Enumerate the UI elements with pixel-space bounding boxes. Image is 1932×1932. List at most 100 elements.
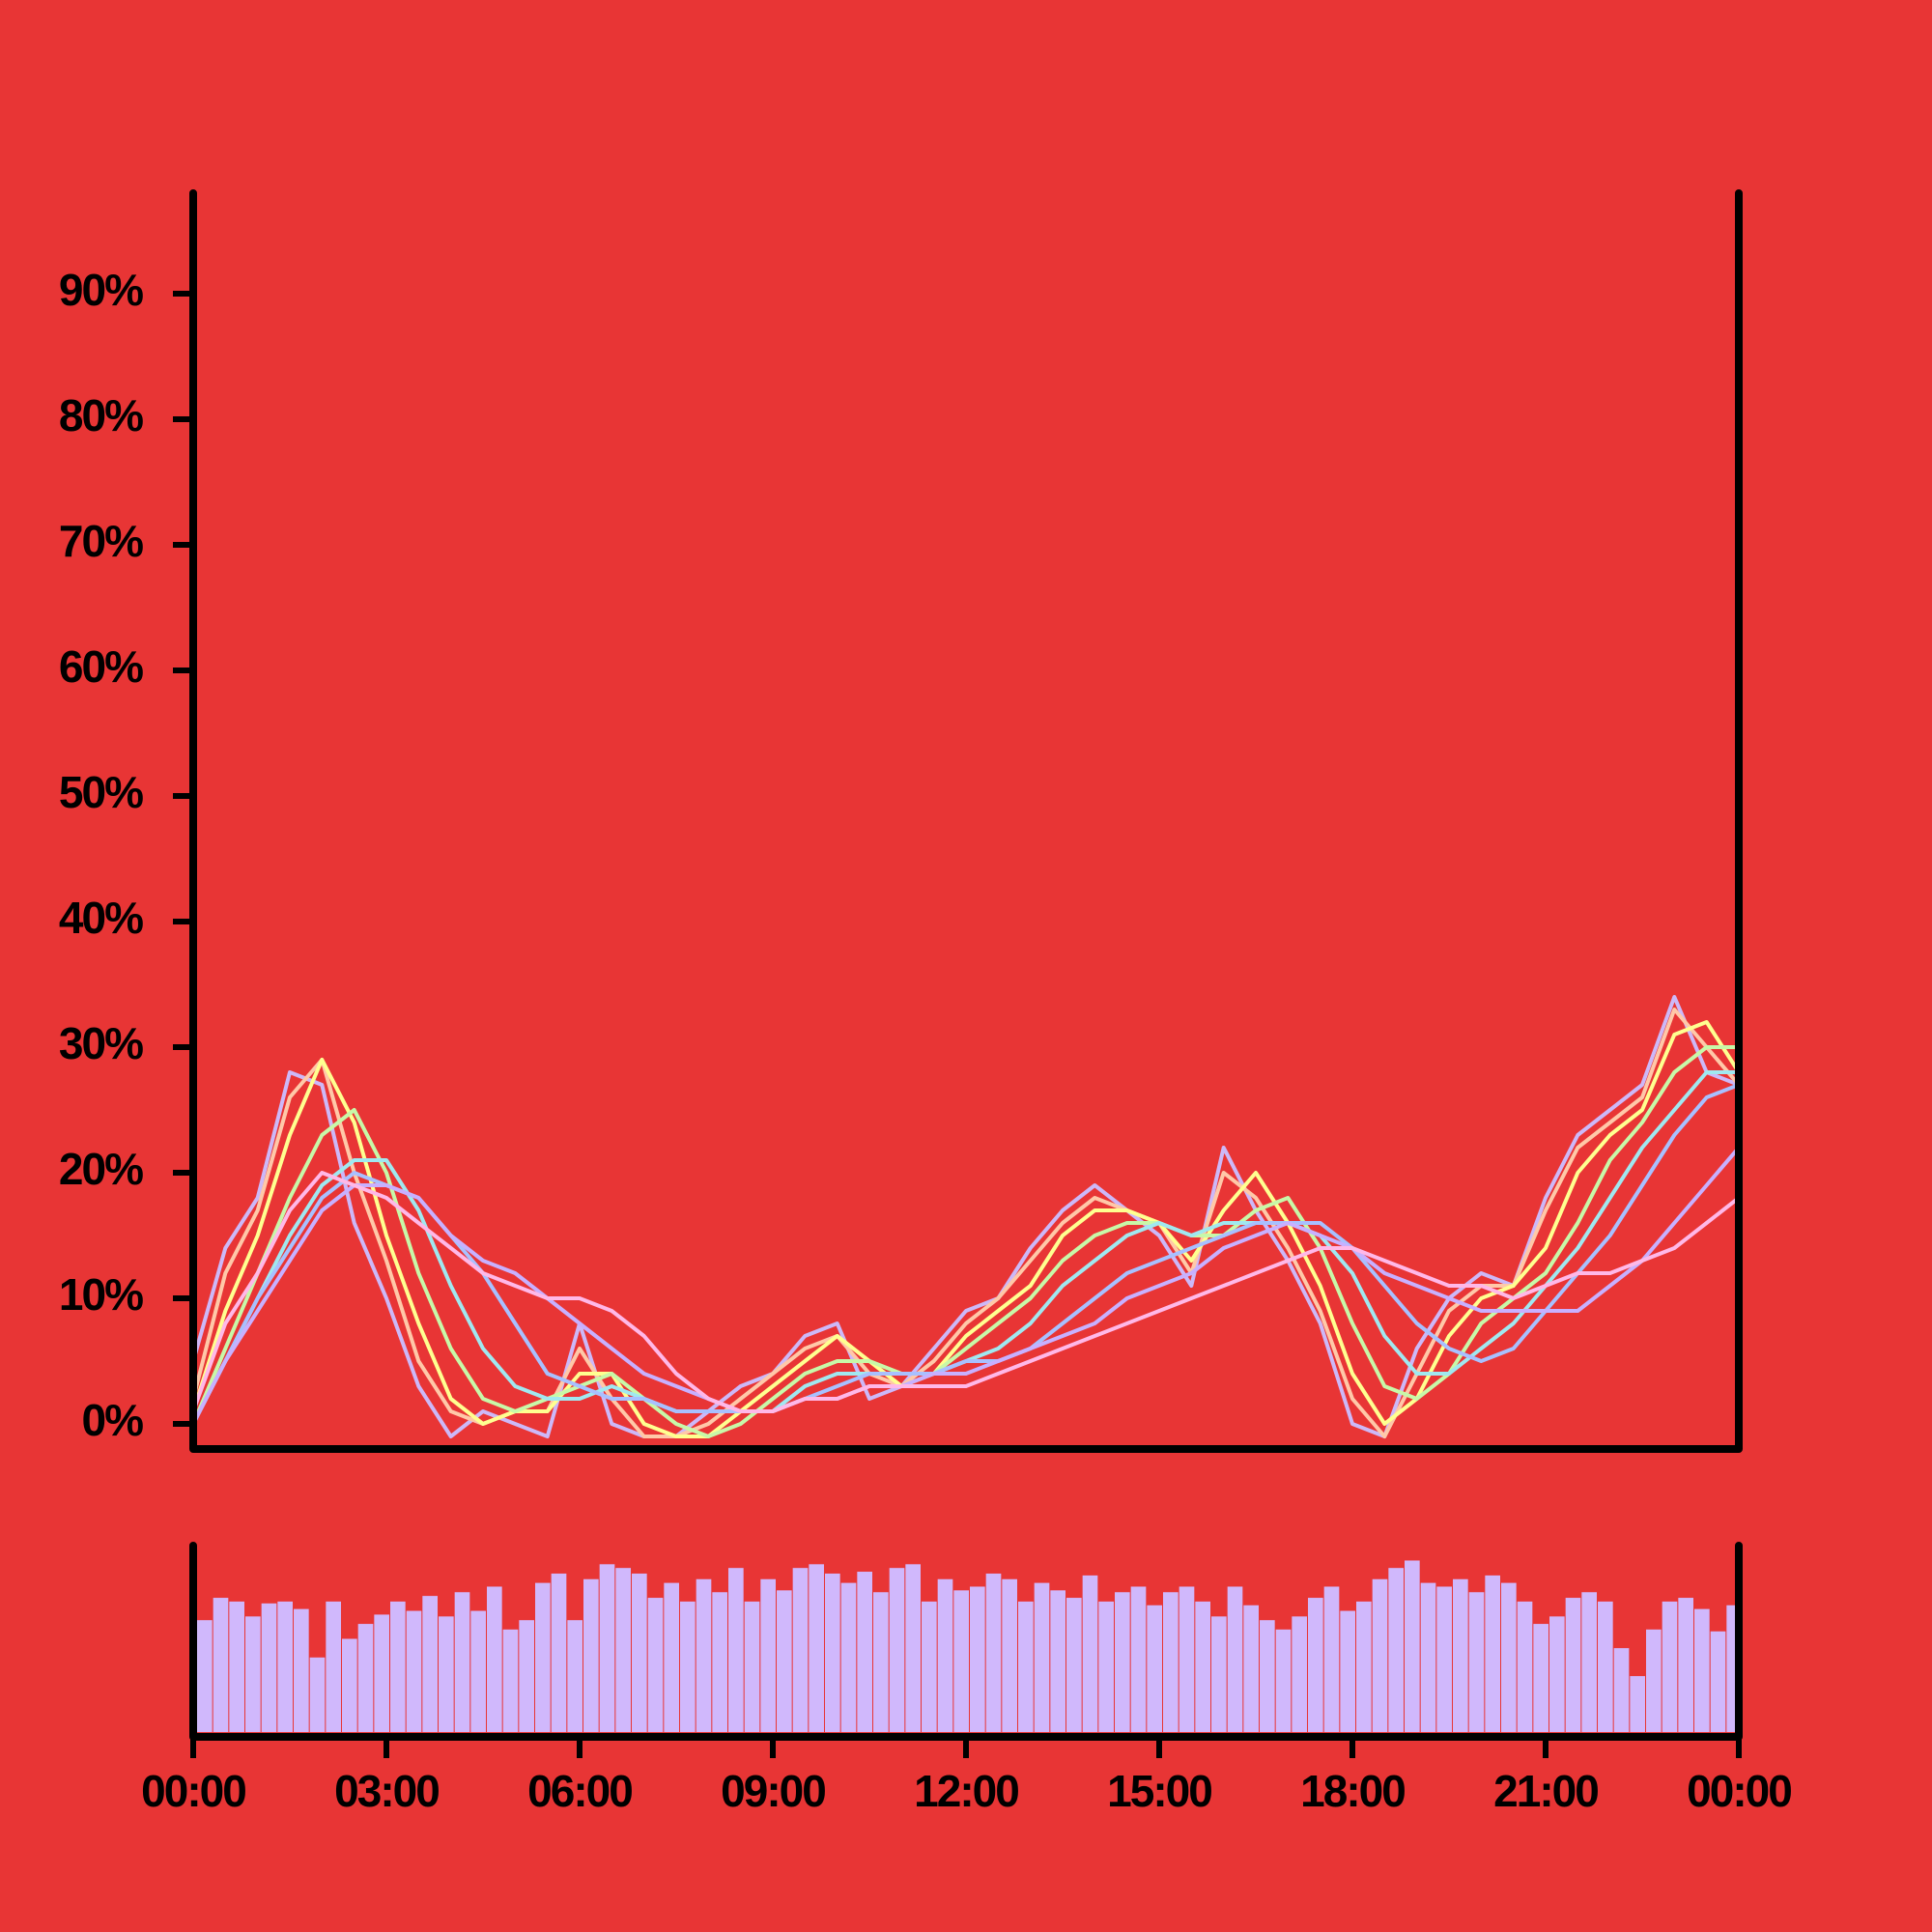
- x-tick-label: 06:00: [527, 1766, 632, 1816]
- x-tick-label: 21:00: [1493, 1766, 1598, 1816]
- bar: [277, 1601, 293, 1732]
- bar: [213, 1598, 229, 1732]
- bar: [922, 1601, 937, 1732]
- bar: [1243, 1605, 1259, 1732]
- bar: [1275, 1629, 1292, 1732]
- bar: [840, 1582, 857, 1732]
- bar: [792, 1568, 809, 1732]
- bar: [1468, 1592, 1485, 1732]
- bar: [1581, 1592, 1597, 1732]
- bar: [809, 1564, 824, 1732]
- bar: [728, 1568, 744, 1732]
- bar: [1485, 1575, 1500, 1732]
- series-line: [193, 1020, 1739, 1438]
- x-tick-label: 00:00: [141, 1766, 245, 1816]
- bar: [1598, 1601, 1613, 1732]
- bar: [1292, 1616, 1307, 1732]
- bar: [1388, 1568, 1404, 1732]
- bar: [1195, 1601, 1210, 1732]
- bar: [1211, 1616, 1227, 1732]
- bar: [454, 1592, 470, 1732]
- bar: [985, 1573, 1002, 1732]
- bar: [1147, 1605, 1162, 1732]
- bar: [1694, 1608, 1710, 1732]
- bar: [1002, 1578, 1017, 1732]
- bar: [519, 1620, 534, 1732]
- bar: [1260, 1620, 1275, 1732]
- bar: [1613, 1648, 1630, 1732]
- bar: [664, 1582, 679, 1732]
- bar: [326, 1601, 341, 1732]
- bar: [1436, 1586, 1452, 1732]
- bar: [1050, 1590, 1065, 1732]
- y-tick-label: 50%: [59, 767, 143, 817]
- bar: [889, 1568, 905, 1732]
- x-tick-label: 09:00: [721, 1766, 825, 1816]
- x-tick-label: 00:00: [1687, 1766, 1791, 1816]
- y-tick-label: 70%: [59, 516, 143, 566]
- lines: [193, 995, 1739, 1438]
- bar: [374, 1614, 389, 1732]
- series-line: [193, 1045, 1739, 1438]
- bar: [1227, 1586, 1243, 1732]
- series-line: [193, 1146, 1739, 1425]
- bar: [777, 1590, 792, 1732]
- x-tick-label: 03:00: [334, 1766, 439, 1816]
- series-line: [193, 1171, 1739, 1413]
- bar: [1565, 1598, 1581, 1732]
- bar: [615, 1568, 631, 1732]
- bar: [1034, 1582, 1050, 1732]
- bar: [583, 1578, 599, 1732]
- bar: [696, 1578, 712, 1732]
- bar: [1179, 1586, 1195, 1732]
- bar: [551, 1573, 567, 1732]
- bar: [1066, 1598, 1082, 1732]
- bar: [422, 1596, 438, 1732]
- bar: [229, 1601, 244, 1732]
- bar: [487, 1586, 502, 1732]
- bar: [294, 1608, 309, 1732]
- bar: [647, 1598, 664, 1732]
- bar: [632, 1573, 647, 1732]
- bar: [970, 1586, 985, 1732]
- bar: [760, 1578, 776, 1732]
- y-tick-label: 90%: [59, 265, 143, 315]
- bar: [567, 1620, 582, 1732]
- bar: [309, 1657, 326, 1732]
- bar: [1098, 1601, 1114, 1732]
- bar: [1710, 1631, 1726, 1732]
- bar: [825, 1573, 840, 1732]
- bar: [1018, 1601, 1034, 1732]
- bar: [599, 1564, 615, 1732]
- bar: [245, 1616, 261, 1732]
- bar: [680, 1601, 696, 1732]
- bar: [1453, 1578, 1468, 1732]
- bar: [1646, 1629, 1662, 1732]
- y-tick-label: 30%: [59, 1018, 143, 1068]
- y-tick-label: 20%: [59, 1144, 143, 1194]
- y-tick-label: 60%: [59, 641, 143, 692]
- bar: [1082, 1575, 1098, 1732]
- bar: [1678, 1598, 1693, 1732]
- bar: [1662, 1601, 1678, 1732]
- bar: [197, 1620, 213, 1732]
- bar: [1420, 1582, 1436, 1732]
- bar: [1356, 1601, 1372, 1732]
- series-line: [193, 995, 1739, 1438]
- bar: [873, 1592, 889, 1732]
- bar: [406, 1610, 422, 1732]
- bar: [744, 1601, 760, 1732]
- bar: [1549, 1616, 1565, 1732]
- bar: [535, 1582, 551, 1732]
- bar: [261, 1603, 277, 1732]
- y-tick-label: 0%: [82, 1395, 144, 1445]
- bar: [1323, 1586, 1340, 1732]
- bar: [439, 1616, 454, 1732]
- bar: [1533, 1624, 1548, 1732]
- bar: [342, 1638, 357, 1732]
- bar: [390, 1601, 406, 1732]
- bar: [1163, 1592, 1179, 1732]
- bar: [1405, 1560, 1420, 1732]
- y-tick-label: 80%: [59, 390, 143, 440]
